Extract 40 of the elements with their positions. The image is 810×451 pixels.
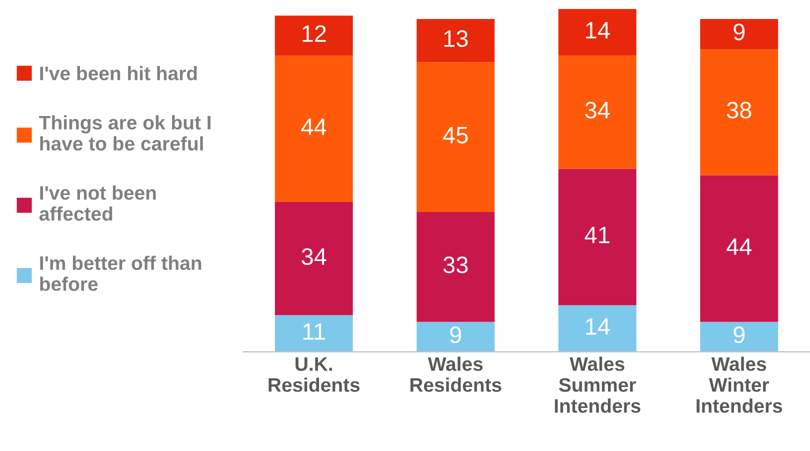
data-label: 9 <box>450 326 462 344</box>
bar <box>700 322 778 352</box>
data-label: 45 <box>443 127 468 144</box>
bar <box>558 56 636 169</box>
data-label: 14 <box>586 22 610 38</box>
data-label: 14 <box>586 318 610 335</box>
data-label: 12 <box>302 25 326 42</box>
bar <box>274 202 353 316</box>
data-label: 34 <box>302 248 326 265</box>
x-tick-label: Wales Summer Intenders <box>554 356 640 413</box>
x-tick-label: Wales Residents <box>410 356 502 392</box>
data-label: 9 <box>734 24 745 40</box>
bar <box>416 322 495 352</box>
data-label: 11 <box>303 323 325 340</box>
bar <box>700 175 778 322</box>
legend-label: I've been hit hard <box>40 66 197 80</box>
legend-label: Things are ok but I have to be careful <box>39 115 210 151</box>
data-label: 33 <box>443 256 468 274</box>
bar <box>274 56 353 202</box>
bar <box>274 315 353 352</box>
bar <box>274 16 353 56</box>
bar <box>416 212 495 322</box>
legend-label: I've not been affected <box>39 186 156 221</box>
data-label: 34 <box>585 102 610 119</box>
bar <box>558 9 636 56</box>
legend-label: I'm better off than before <box>40 256 202 291</box>
data-label: 44 <box>726 238 752 255</box>
bar <box>558 305 636 352</box>
bar <box>416 19 495 62</box>
x-tick-label: Wales Winter Intenders <box>696 356 782 413</box>
data-label: 13 <box>444 30 468 47</box>
data-label: 38 <box>726 102 752 119</box>
data-label: 41 <box>584 226 610 244</box>
bar <box>700 19 778 49</box>
data-label: 9 <box>734 326 745 344</box>
bar <box>700 48 778 176</box>
data-label: 44 <box>301 118 326 135</box>
x-tick-label: U.K. Residents <box>268 357 360 392</box>
bar <box>558 168 636 306</box>
bar <box>416 62 495 212</box>
